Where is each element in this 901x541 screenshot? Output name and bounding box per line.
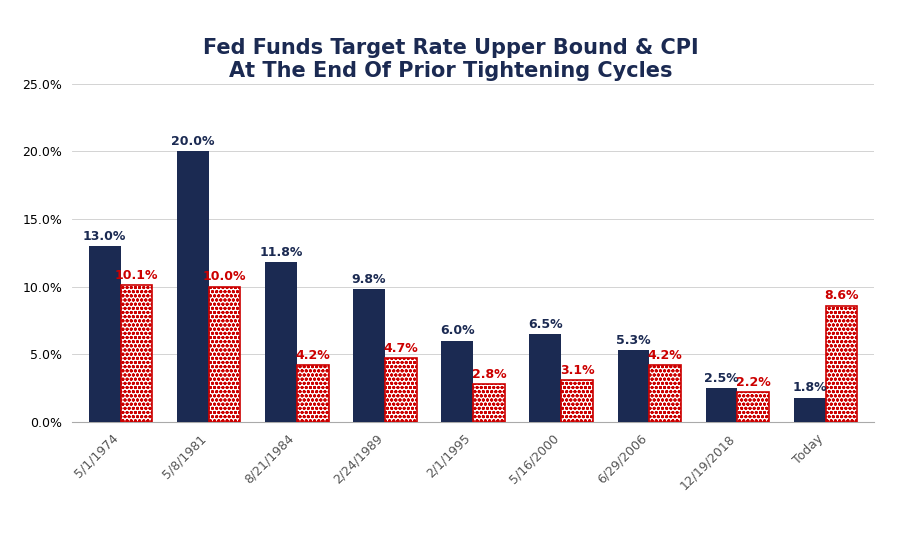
Text: 8.6%: 8.6% [824,289,859,302]
Text: 1.8%: 1.8% [792,381,827,394]
Text: 9.8%: 9.8% [351,273,387,286]
Text: 10.0%: 10.0% [203,270,246,283]
Text: 3.1%: 3.1% [560,364,595,377]
Bar [650,365,681,422]
Bar [89,246,121,422]
Bar [296,365,329,422]
Text: 6.5%: 6.5% [528,318,562,331]
Bar [177,151,209,422]
Text: 4.2%: 4.2% [296,349,330,362]
Text: 20.0%: 20.0% [171,135,214,148]
Bar [530,334,561,422]
Bar [209,287,241,422]
Text: 2.8%: 2.8% [471,368,506,381]
Bar [825,306,857,422]
Bar [385,359,416,422]
Bar [561,380,593,422]
Text: 10.1%: 10.1% [114,269,159,282]
Bar [794,398,825,422]
Text: 4.2%: 4.2% [648,349,682,362]
Bar [705,388,737,422]
Text: Fed Funds Target Rate Upper Bound & CPI
At The End Of Prior Tightening Cycles: Fed Funds Target Rate Upper Bound & CPI … [203,38,698,81]
Bar [473,384,505,422]
Bar [617,351,650,422]
Text: 11.8%: 11.8% [259,246,303,259]
Bar [265,262,296,422]
Bar [441,341,473,422]
Bar [353,289,385,422]
Text: 5.3%: 5.3% [616,334,651,347]
Bar [121,286,152,422]
Text: 2.5%: 2.5% [705,372,739,385]
Text: 4.7%: 4.7% [384,342,418,355]
Text: 6.0%: 6.0% [440,325,475,338]
Text: 2.2%: 2.2% [736,376,770,389]
Text: 13.0%: 13.0% [83,230,126,243]
Bar [737,392,769,422]
